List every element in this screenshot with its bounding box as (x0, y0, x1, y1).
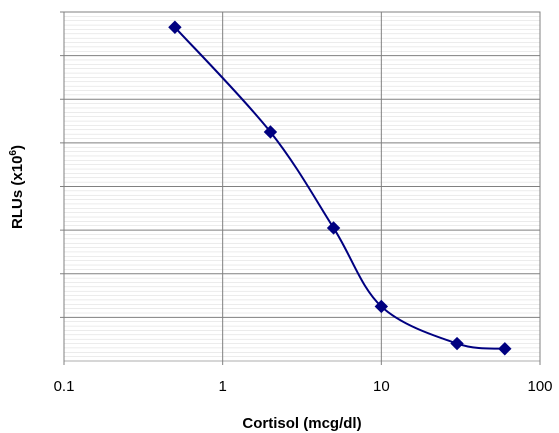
data-point-marker (498, 342, 512, 356)
x-tick-label: 10 (373, 378, 390, 395)
data-point-marker (263, 125, 278, 139)
x-tick-label: 0.1 (54, 378, 75, 395)
y-axis-title: RLUs (x106) (8, 145, 26, 229)
data-point-marker (374, 299, 389, 314)
y-axis-title-main: RLUs (x10 (9, 156, 26, 229)
data-point-marker (450, 336, 464, 351)
data-markers (168, 20, 512, 356)
major-gridlines (60, 11, 541, 365)
x-tick-label: 1 (218, 378, 226, 395)
data-point-marker (168, 20, 182, 34)
x-axis-title: Cortisol (mcg/dl) (242, 415, 361, 432)
y-axis-title-close: ) (9, 145, 26, 150)
data-point-marker (326, 221, 341, 235)
x-tick-labels: 0.1 1 10 100 (54, 378, 553, 395)
x-tick-label: 100 (527, 378, 552, 395)
y-axis-title-sup: 6 (8, 150, 19, 156)
